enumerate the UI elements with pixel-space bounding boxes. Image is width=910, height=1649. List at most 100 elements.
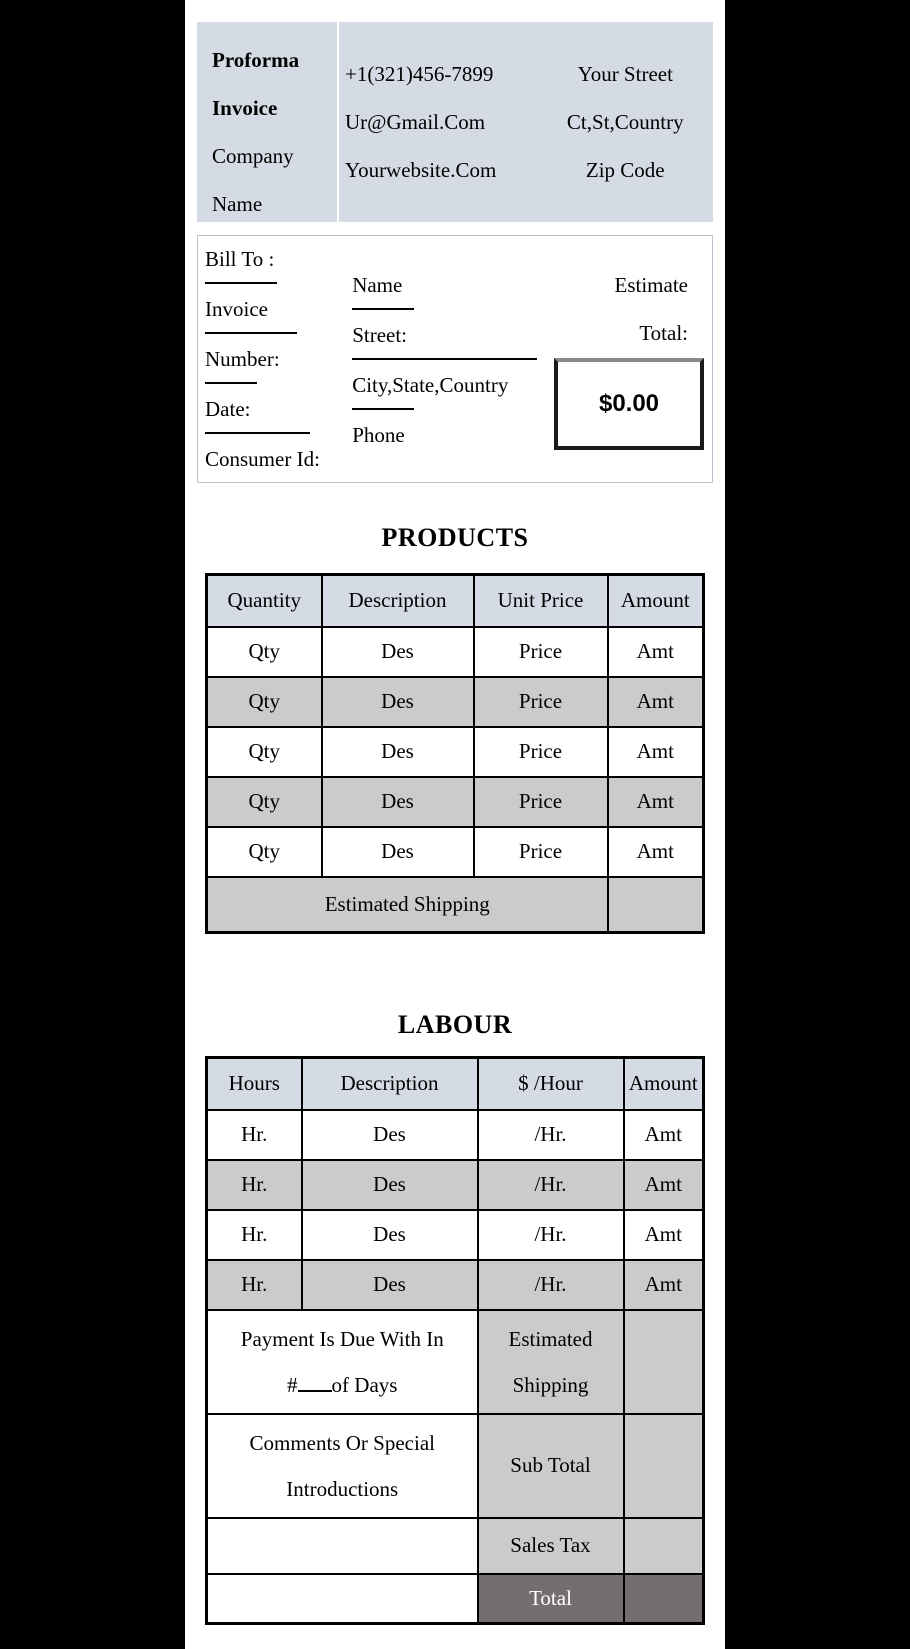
labour-amt-cell: Amt [622,1108,705,1161]
estimated-shipping-label: Estimated Shipping [205,875,609,934]
product-qty-cell: Qty [205,775,323,828]
products-header-quantity: Quantity [205,573,323,628]
payment-days-blank-line [297,1378,332,1392]
labour-header-description: Description [300,1056,479,1111]
subtotal-amount-cell [622,1412,705,1519]
comments-cell: Comments Or Special Introductions [205,1412,479,1519]
payment-days-suffix: of Days [331,1372,398,1397]
product-qty-cell: Qty [205,825,323,878]
payment-days-prefix: # [287,1372,298,1397]
estimate-column: Estimate Total: $0.00 [537,246,704,472]
labour-header-rate: $ /Hour [476,1056,625,1111]
product-price-cell: Price [472,625,609,678]
labour-estimated-shipping-cell: Estimated Shipping [476,1308,625,1415]
product-des-cell: Des [320,625,475,678]
products-header-unit-price: Unit Price [472,573,609,628]
payment-terms-line1: Payment Is Due With In [240,1326,444,1351]
consumer-id-label: Consumer Id: [205,447,320,471]
products-footer-row: Estimated Shipping [205,875,705,934]
labour-des-cell: Des [300,1258,479,1311]
products-header-description: Description [320,573,475,628]
labour-shipping-amount-cell [622,1308,705,1415]
product-amt-cell: Amt [606,725,705,778]
company-header-left: Proforma Invoice Company Name [197,22,339,222]
billing-middle-column: Name Street: City,State,Country Phone [352,246,538,472]
labour-amt-cell: Amt [622,1208,705,1261]
total-label-cell: Total [476,1572,625,1625]
name-label: Name [352,273,403,297]
bill-to-section: Bill To : Invoice Number: Date: Consumer… [197,235,713,483]
invoice-number-label: Number: [205,347,280,371]
product-des-cell: Des [320,675,475,728]
labour-hours-cell: Hr. [205,1258,303,1311]
products-header-row: Quantity Description Unit Price Amount [205,573,705,628]
labour-des-cell: Des [300,1158,479,1211]
product-price-cell: Price [472,675,609,728]
payment-terms-cell: Payment Is Due With In # of Days [205,1308,479,1415]
product-amt-cell: Amt [606,675,705,728]
company-zip: Zip Code [585,158,665,182]
company-phone: +1(321)456-7899 [345,62,494,86]
comments-line2: Introductions [286,1476,399,1501]
company-city: Ct,St,Country [566,110,684,134]
labour-row: Hr. Des /Hr. Amt [205,1208,705,1261]
invoice-page: Proforma Invoice Company Name +1(321)456… [185,0,725,1649]
labour-row: Hr. Des /Hr. Amt [205,1258,705,1311]
bill-to-label: Bill To : [205,247,275,271]
contact-row: Yourwebsite.Com Zip Code [345,146,709,194]
labour-shipping-line1: Estimated [508,1326,593,1351]
product-qty-cell: Qty [205,625,323,678]
street-label: Street: [352,323,408,347]
invoice-label: Invoice [205,297,268,321]
date-blank-line [205,432,310,434]
estimate-total-value: $0.00 [598,390,660,417]
product-amt-cell: Amt [606,625,705,678]
products-header-amount: Amount [606,573,705,628]
labour-hours-cell: Hr. [205,1158,303,1211]
labour-salestax-row: Sales Tax [205,1516,705,1575]
product-price-cell: Price [472,775,609,828]
labour-amt-cell: Amt [622,1258,705,1311]
company-contact-block: +1(321)456-7899 Your Street Ur@Gmail.Com… [339,22,713,222]
labour-table: Hours Description $ /Hour Amount Hr. Des… [205,1056,705,1625]
salestax-amount-cell [622,1516,705,1575]
city-state-country-label: City,State,Country [352,373,509,397]
product-price-cell: Price [472,725,609,778]
labour-payment-row: Payment Is Due With In # of Days Estimate… [205,1308,705,1415]
bill-to-blank-line [205,282,277,284]
labour-row: Hr. Des /Hr. Amt [205,1158,705,1211]
total-empty-cell [205,1572,479,1625]
company-header: Proforma Invoice Company Name +1(321)456… [197,22,713,222]
date-label: Date: [205,397,251,421]
product-des-cell: Des [320,825,475,878]
contact-row: Ur@Gmail.Com Ct,St,Country [345,98,709,146]
estimate-total-label: Total: [639,321,688,345]
product-des-cell: Des [320,725,475,778]
labour-title: LABOUR [397,1010,513,1039]
product-amt-cell: Amt [606,825,705,878]
company-name: Company Name [212,144,294,216]
product-des-cell: Des [320,775,475,828]
labour-hours-cell: Hr. [205,1208,303,1261]
labour-amt-cell: Amt [622,1158,705,1211]
product-price-cell: Price [472,825,609,878]
labour-rate-cell: /Hr. [476,1108,625,1161]
labour-rate-cell: /Hr. [476,1208,625,1261]
products-table: Quantity Description Unit Price Amount Q… [205,573,705,934]
name-blank-line [352,308,415,310]
contact-row: +1(321)456-7899 Your Street [345,50,709,98]
company-street: Your Street [577,62,673,86]
labour-rate-cell: /Hr. [476,1158,625,1211]
labour-header-row: Hours Description $ /Hour Amount [205,1056,705,1111]
total-amount-cell [622,1572,705,1625]
invoice-blank-line [205,332,297,334]
estimate-label: Estimate [614,273,688,297]
products-row: Qty Des Price Amt [205,625,705,678]
products-title: PRODUCTS [381,523,529,552]
comments-line1: Comments Or Special [249,1430,435,1455]
salestax-label-cell: Sales Tax [476,1516,625,1575]
invoice-number-blank-line [205,382,257,384]
company-email: Ur@Gmail.Com [345,110,486,134]
company-website: Yourwebsite.Com [345,158,497,182]
labour-hours-cell: Hr. [205,1108,303,1161]
